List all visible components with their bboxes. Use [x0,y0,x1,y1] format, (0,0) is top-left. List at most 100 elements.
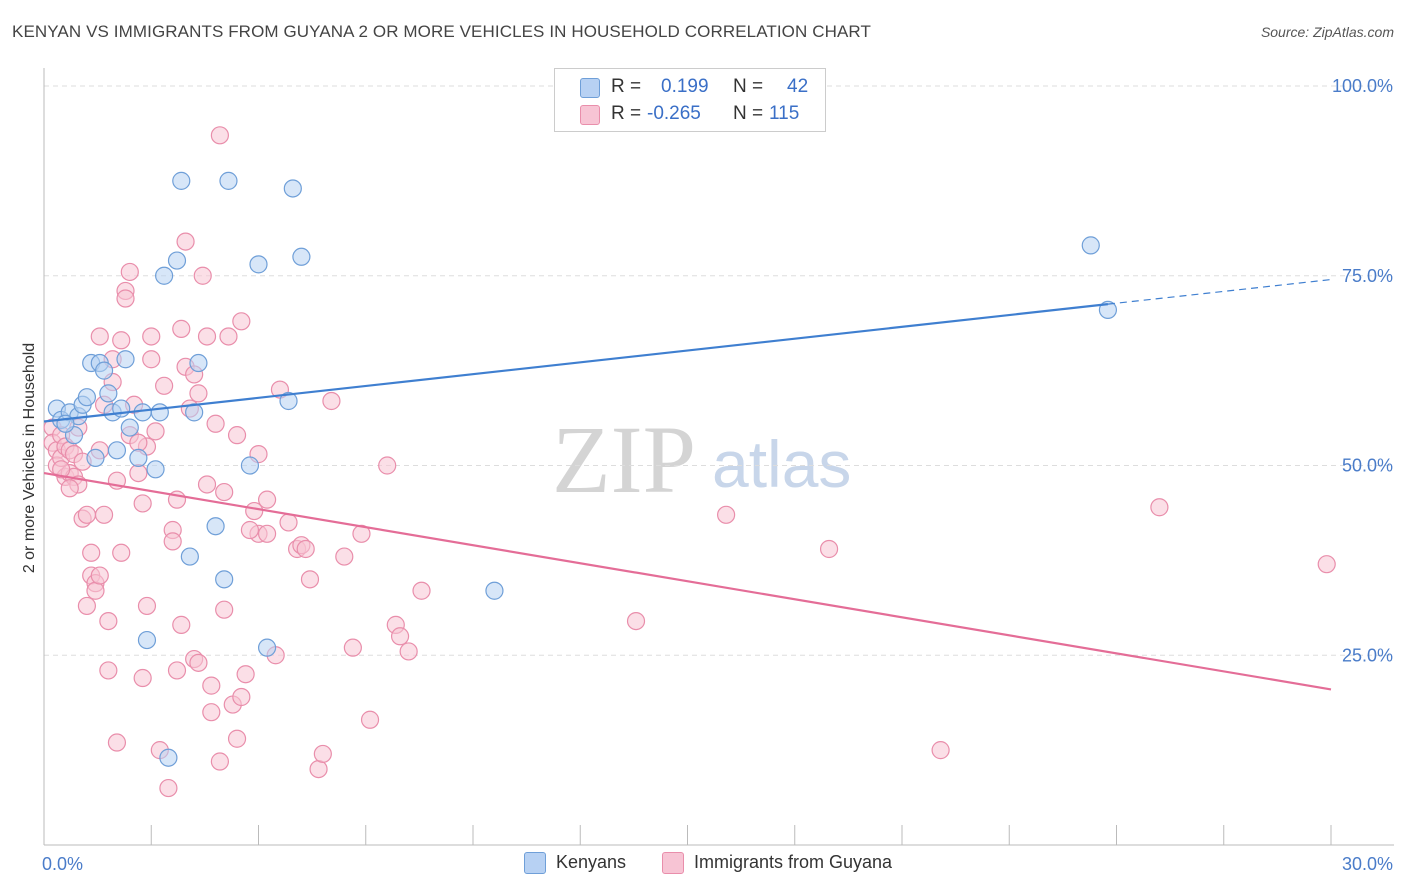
guyana-point [112,331,131,350]
guyana-point [94,505,114,524]
stats-box: R = 0.199 N = 42 R = -0.265 N = 115 [554,68,826,132]
guyana-point [227,426,247,445]
guyana-point [90,566,109,585]
kenyan-point [94,361,114,380]
guyana-point [99,661,118,680]
guyana-point [129,433,148,452]
kenyan-point [485,581,504,600]
guyana-point [1317,555,1336,574]
kenyan-point [133,403,152,422]
guyana-point [399,642,418,661]
guyana-point [210,752,229,771]
kenyan-point [189,353,208,373]
kenyan-point [159,748,178,767]
guyana-point [215,600,234,619]
guyana-point [931,741,950,760]
kenyan-point [292,247,311,266]
kenyan-point [77,388,97,407]
guyana-point [90,327,109,346]
guyana-point [77,505,97,524]
kenyan-point [279,391,298,411]
guyana-point [142,350,161,369]
guyana-point [819,539,839,559]
gridlines [44,85,1394,656]
guyana-point [197,475,217,494]
y-tick-label-100: 100.0% [1332,76,1393,96]
guyana-point [197,327,217,346]
legend-swatch-guyana [662,852,684,874]
y-tick-label-50: 50.0% [1342,456,1393,476]
guyana-point [309,759,328,779]
watermark-zip: ZIP [552,406,696,513]
kenyan-points [47,171,1118,767]
chart-title: KENYAN VS IMMIGRANTS FROM GUYANA 2 OR MO… [12,22,871,41]
guyana-point [77,596,97,616]
guyana-trend-line [43,472,1332,691]
guyana-point [296,539,315,559]
guyana-point [163,532,182,551]
guyana-point [343,638,362,657]
guyana-point [146,422,165,441]
kenyan-point [257,638,277,657]
guyana-point [257,524,277,543]
guyana-point [142,327,161,346]
kenyans-r-value: 0.199 [661,76,709,97]
guyana-point [129,463,148,483]
guyana-point [352,524,371,543]
guyana-point [133,494,152,513]
y-tick-label-75: 75.0% [1342,266,1393,286]
tick-labels: 25.0% 50.0% 75.0% 100.0% 0.0% 30.0% [42,76,1393,874]
axes [43,68,1394,846]
guyana-point [172,615,191,634]
guyana-point [219,327,238,346]
guyana-point [107,733,127,752]
guyana-point [322,391,341,411]
guyana-point [300,570,320,589]
guyana-point [137,596,157,616]
guyana-point [240,520,260,540]
guyana-point [360,710,380,729]
watermark-atlas: atlas [712,427,851,501]
guyana-point [86,581,105,600]
guyana-point [279,513,298,532]
guyana-point [1150,498,1169,517]
kenyan-point [146,460,165,479]
guyana-point [112,543,131,562]
guyana-point [172,319,191,338]
guyana-point [193,266,212,285]
guyana-point [206,414,225,433]
n-label: N = [733,76,764,97]
kenyans-trend-extension [1107,278,1332,305]
kenyan-point [120,418,139,437]
kenyan-point [219,171,238,190]
kenyan-point [167,251,187,270]
kenyan-point [99,384,118,403]
kenyan-point [116,350,135,369]
guyana-point [236,665,255,684]
kenyan-point [180,547,199,566]
x-tick-label-1: 30.0% [1342,854,1393,874]
guyana-point [120,262,139,282]
guyana-point [717,505,736,524]
kenyan-point [1081,236,1100,255]
kenyan-point [137,630,157,650]
kenyan-point [129,448,148,468]
guyana-point [99,611,118,631]
stats-row-kenyans: R = 0.199 N = 42 [555,73,825,101]
guyana-point [60,479,79,498]
legend-label-kenyans: Kenyans [556,852,627,872]
guyana-point [116,289,135,308]
guyana-point [189,384,208,403]
guyana-point [133,668,152,688]
kenyan-point [172,171,191,190]
y-tick-label-25: 25.0% [1342,645,1393,665]
guyana-r-value: -0.265 [647,103,701,124]
r-label: R = [611,103,642,124]
kenyans-swatch [580,78,600,98]
guyana-point [202,676,221,695]
stats-row-guyana: R = -0.265 N = 115 [555,100,825,128]
guyana-point [155,376,174,395]
guyana-point [232,312,251,331]
r-label: R = [611,76,642,97]
